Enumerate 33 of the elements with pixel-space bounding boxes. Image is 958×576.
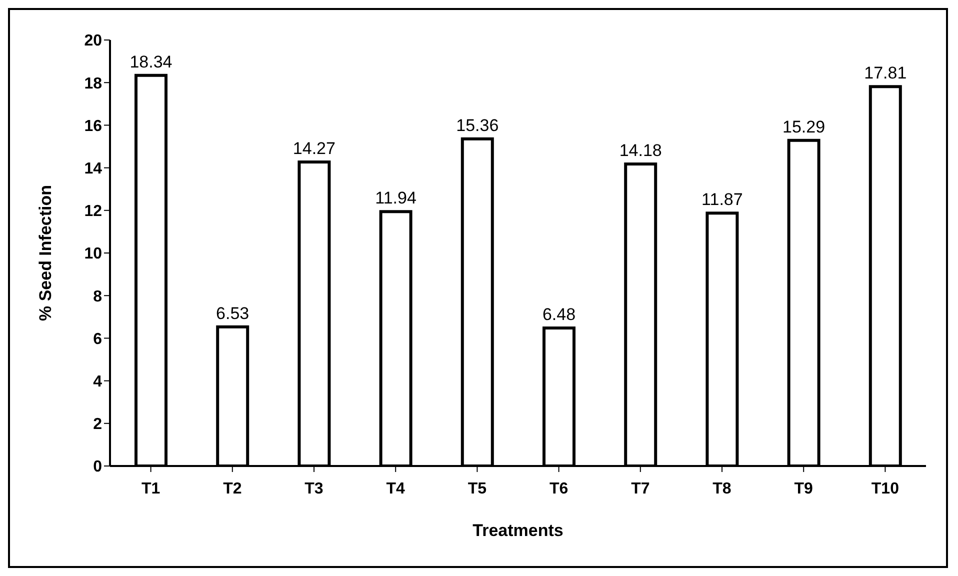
y-axis-title: % Seed Infection xyxy=(36,184,56,322)
x-tick-label: T10 xyxy=(871,480,900,498)
y-tick-label: 8 xyxy=(93,288,102,306)
x-tick-label: T3 xyxy=(304,480,324,498)
x-tick-label: T6 xyxy=(549,480,568,498)
y-tick-label: 2 xyxy=(93,416,102,434)
data-label: 15.29 xyxy=(782,117,826,136)
y-tick-label: 0 xyxy=(93,458,102,476)
data-label: 11.94 xyxy=(375,188,416,208)
x-tick-label: T9 xyxy=(794,480,814,498)
data-label: 15.36 xyxy=(456,116,499,135)
x-axis-title: Treatments xyxy=(472,521,564,540)
x-tick-label: T8 xyxy=(712,480,732,498)
y-tick-label: 14 xyxy=(84,160,102,178)
data-label: 14.27 xyxy=(292,139,336,158)
data-label: 14.18 xyxy=(619,140,662,160)
y-tick-label: 6 xyxy=(93,330,102,348)
x-tick-label: T1 xyxy=(141,480,160,498)
data-label: 11.87 xyxy=(702,190,743,210)
data-label: 6.53 xyxy=(216,304,250,323)
y-tick-label: 16 xyxy=(84,118,102,135)
y-tick-label: 18 xyxy=(84,75,102,92)
x-tick-label: T5 xyxy=(468,480,487,498)
y-tick-label: 20 xyxy=(84,32,102,50)
x-tick-label: T4 xyxy=(386,480,406,498)
y-tick-label: 4 xyxy=(93,373,102,390)
y-tick-label: 12 xyxy=(84,203,102,220)
x-tick-label: T7 xyxy=(631,480,650,498)
data-label: 6.48 xyxy=(542,304,576,324)
y-tick-label: 10 xyxy=(84,246,102,263)
x-tick-label: T2 xyxy=(223,480,242,498)
data-label: 17.81 xyxy=(864,64,907,83)
data-label: 18.34 xyxy=(130,52,172,72)
